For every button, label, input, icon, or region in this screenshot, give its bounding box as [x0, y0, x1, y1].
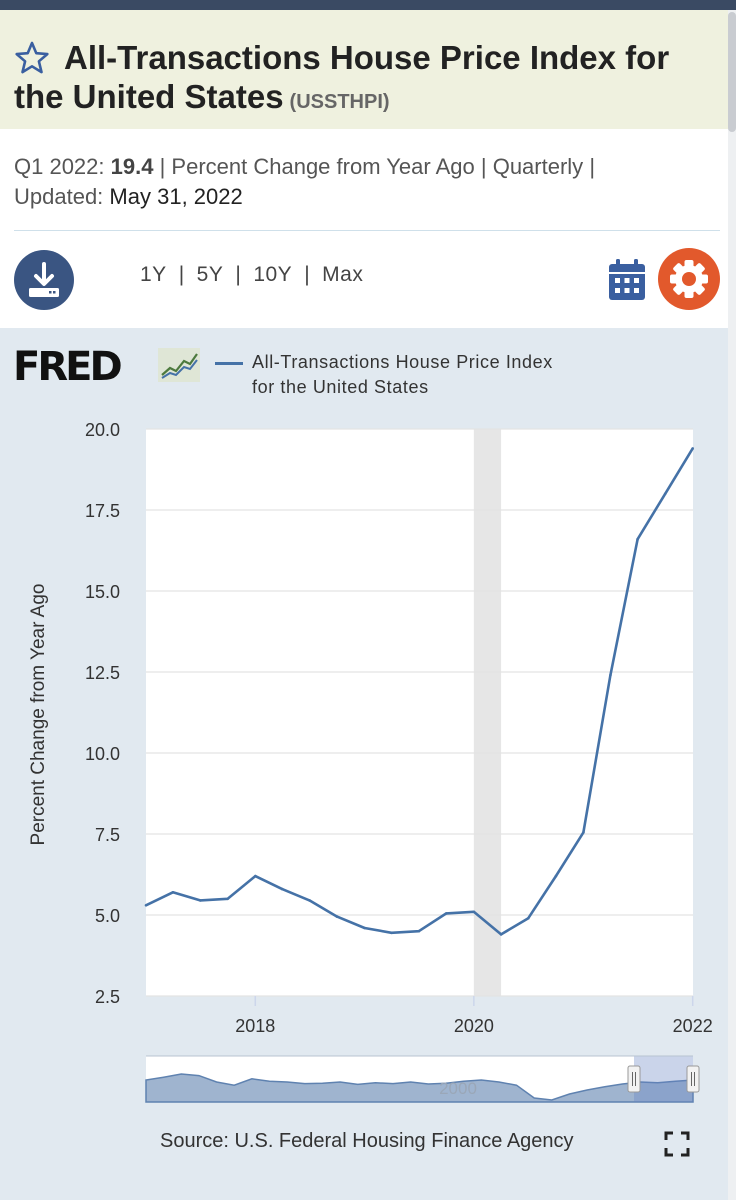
data-point [226, 897, 229, 901]
range-1y[interactable]: 1Y [140, 263, 167, 286]
page-title: All-Transactions House Price Index for t… [14, 38, 704, 122]
series-meta: Q1 2022: 19.4 | Percent Change from Year… [14, 152, 714, 212]
page-scrollbar-thumb[interactable] [728, 12, 736, 132]
gear-icon [670, 260, 708, 298]
legend-swatch [215, 362, 243, 365]
navigator-selection [634, 1056, 693, 1102]
download-icon [29, 262, 59, 297]
data-point [198, 899, 202, 902]
series-title: All-Transactions House Price Index for t… [14, 39, 670, 115]
updated-label: Updated: [14, 184, 104, 209]
navigator-label: 2000 [439, 1079, 477, 1098]
x-tick-label: 2020 [454, 1016, 494, 1036]
fred-logo: FRED [13, 344, 123, 390]
y-tick-label: 5.0 [95, 906, 120, 926]
updated-date: May 31, 2022 [109, 184, 243, 209]
series-id: (USSTHPI) [289, 91, 390, 113]
download-button[interactable] [14, 250, 74, 310]
source-note: Source: U.S. Federal Housing Finance Age… [160, 1130, 574, 1152]
data-point [280, 887, 284, 891]
legend-label: All-Transactions House Price Index for t… [252, 352, 553, 397]
top-bar [0, 0, 736, 10]
data-point [609, 673, 612, 677]
latest-value: 19.4 [110, 154, 154, 179]
data-point [171, 891, 175, 894]
calendar-icon[interactable] [607, 258, 647, 302]
data-point [472, 910, 476, 914]
data-point [417, 929, 421, 933]
data-point [308, 899, 311, 902]
data-point [663, 492, 667, 496]
fullscreen-icon[interactable] [664, 1131, 690, 1157]
settings-button[interactable] [658, 248, 720, 310]
star-icon[interactable] [14, 40, 50, 76]
frequency-text: Quarterly [492, 154, 584, 179]
x-tick-label: 2018 [235, 1016, 275, 1036]
page-scrollbar[interactable] [728, 10, 736, 1200]
y-tick-label: 17.5 [85, 501, 120, 521]
range-separator: | [304, 263, 311, 286]
range-5y[interactable]: 5Y [196, 263, 224, 286]
y-tick-label: 12.5 [85, 663, 120, 683]
navigator-handle-right[interactable] [686, 1065, 700, 1093]
y-tick-label: 15.0 [85, 582, 120, 602]
y-tick-label: 10.0 [85, 744, 120, 764]
y-axis-label: Percent Change from Year Ago [28, 584, 49, 846]
data-point [335, 915, 339, 918]
range-max[interactable]: Max [322, 263, 364, 286]
frequency-separator: | [589, 154, 596, 179]
plot-area [146, 429, 693, 996]
data-point [390, 931, 393, 935]
x-tick-label: 2022 [673, 1016, 713, 1036]
line-chart: 2.5 5.0 7.5 10.0 12.5 15.0 17.5 20.0 2018 2020 202… [28, 420, 713, 1103]
recession-band [473, 429, 502, 996]
data-point [144, 904, 148, 907]
y-tick-label: 2.5 [95, 987, 120, 1007]
data-point [254, 874, 257, 878]
y-tick-label: 20.0 [85, 420, 120, 440]
navigator-handle-left[interactable] [627, 1065, 641, 1093]
data-point [499, 933, 503, 936]
data-point [636, 537, 639, 541]
fred-chart-icon [158, 348, 200, 382]
data-point [527, 916, 530, 920]
header-divider [14, 230, 720, 231]
data-point [691, 447, 694, 450]
units-text: | Percent Change from Year Ago | [159, 154, 487, 179]
data-point [363, 926, 366, 930]
range-separator: | [178, 263, 185, 286]
range-10y[interactable]: 10Y [253, 263, 293, 286]
title-band [0, 10, 728, 129]
y-tick-label: 7.5 [95, 825, 120, 845]
data-point [445, 912, 448, 915]
period-label: Q1 2022: [14, 154, 105, 179]
range-selector: 1Y | 5Y | 10Y | Max [140, 263, 363, 287]
data-point [554, 874, 558, 878]
range-separator: | [235, 263, 242, 286]
data-point [582, 831, 585, 834]
